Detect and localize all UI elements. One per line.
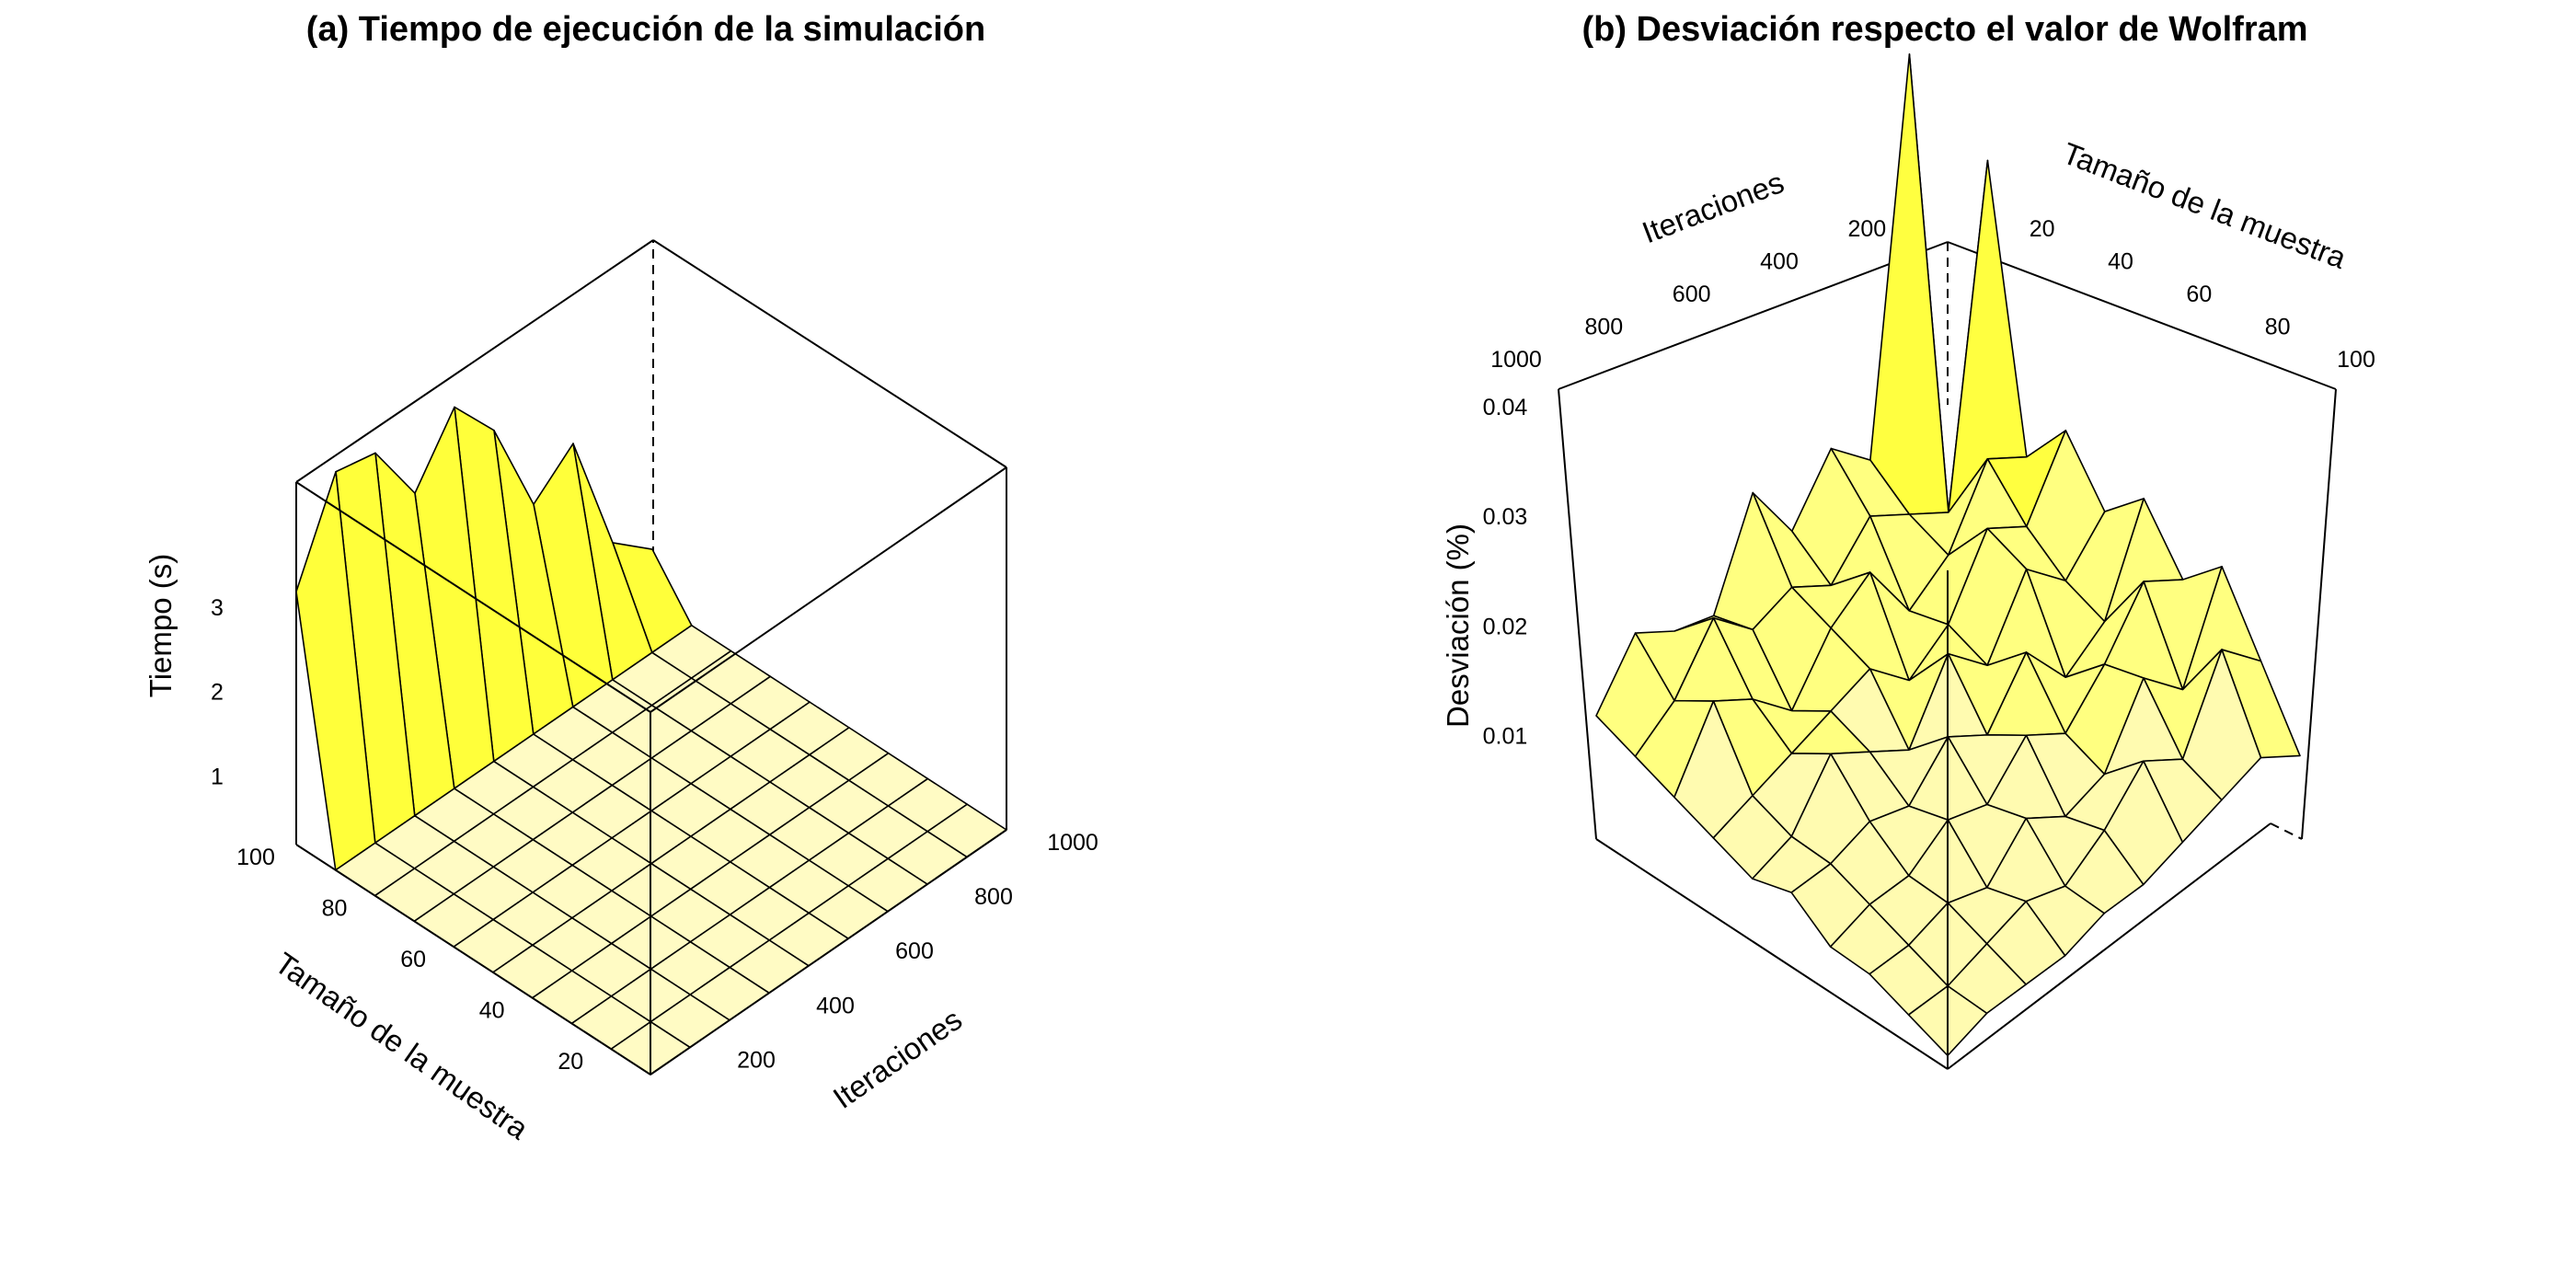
z-tick-label: 0.04 xyxy=(1483,395,1528,420)
x-tick-label: 20 xyxy=(2030,216,2055,242)
x-tick-label: 40 xyxy=(479,998,505,1024)
panel-b-ticks: 20 40 60 80 100 200 400 600 800 1000 0.01 0.02 0.03 0… xyxy=(1483,216,2375,750)
panel-b-surface xyxy=(1595,53,2301,1057)
box-top-edge xyxy=(295,481,651,713)
surface-cell xyxy=(1869,53,1949,515)
x-tick-label: 80 xyxy=(2265,314,2291,339)
x-axis-label-b: Tamaño de la muestra xyxy=(2058,135,2352,275)
x-tick-label: 100 xyxy=(2337,347,2375,373)
left-vertical-edge xyxy=(1558,388,1597,840)
box-top-edge xyxy=(652,239,1007,468)
panel-b-back-box xyxy=(1558,241,2337,840)
panel-a-surface xyxy=(295,406,1007,1075)
box-top-edge xyxy=(1947,241,2337,390)
y-tick-label: 1000 xyxy=(1047,830,1098,856)
y-tick-label: 800 xyxy=(1584,314,1623,339)
floor-edge xyxy=(295,844,651,1075)
panel-a-ticks: 20 40 60 80 100 200 400 600 800 1000 1 2 3 xyxy=(211,595,1098,1075)
y-tick-label: 400 xyxy=(816,993,855,1018)
floor-edge xyxy=(1947,822,2271,1070)
x-tick-label: 60 xyxy=(2186,282,2212,307)
floor-edge xyxy=(650,829,1007,1075)
y-tick-label: 200 xyxy=(737,1047,776,1073)
z-axis-label-a: Tiempo (s) xyxy=(144,554,178,697)
z-tick-label: 0.02 xyxy=(1483,614,1528,639)
z-tick-label: 1 xyxy=(211,764,224,789)
y-tick-label: 800 xyxy=(974,884,1013,910)
z-tick-label: 0.01 xyxy=(1483,724,1528,750)
box-top-edge xyxy=(1558,241,1949,390)
hidden-floor-edge xyxy=(2270,822,2303,840)
panel-a-back-box xyxy=(295,239,1007,603)
z-axis-label-b: Desviación (%) xyxy=(1441,523,1475,728)
box-top-edge xyxy=(650,466,1007,713)
chart-title-b: (b) Desviación respecto el valor de Wolf… xyxy=(1581,10,2307,49)
y-tick-label: 600 xyxy=(895,938,934,964)
y-tick-label: 200 xyxy=(1847,216,1886,242)
y-tick-label: 600 xyxy=(1673,282,1711,307)
x-tick-label: 20 xyxy=(558,1049,583,1075)
panel-b-front-box xyxy=(1558,388,2337,1070)
x-tick-label: 80 xyxy=(322,896,348,922)
z-tick-label: 3 xyxy=(211,595,224,621)
right-vertical-edge xyxy=(2301,388,2337,840)
x-tick-label: 100 xyxy=(236,845,275,870)
panel-a: (a) Tiempo de ejecución de la simulación… xyxy=(144,10,1098,1146)
panel-b: (b) Desviación respecto el valor de Wolf… xyxy=(1441,10,2375,1070)
x-tick-label: 40 xyxy=(2108,248,2133,274)
x-axis-label-a: Tamaño de la muestra xyxy=(269,946,535,1146)
box-top-edge xyxy=(295,239,654,483)
y-axis-label-b: Iteraciones xyxy=(1638,165,1788,249)
chart-title-a: (a) Tiempo de ejecución de la simulación xyxy=(306,10,985,49)
panel-a-front-box xyxy=(295,466,1007,1075)
y-tick-label: 400 xyxy=(1760,248,1799,274)
z-tick-label: 0.03 xyxy=(1483,504,1528,530)
y-tick-label: 1000 xyxy=(1490,347,1542,373)
z-tick-label: 2 xyxy=(211,680,224,706)
floor-edge xyxy=(1595,838,1949,1070)
y-axis-label-a: Iteraciones xyxy=(827,1002,968,1115)
x-tick-label: 60 xyxy=(400,947,426,972)
